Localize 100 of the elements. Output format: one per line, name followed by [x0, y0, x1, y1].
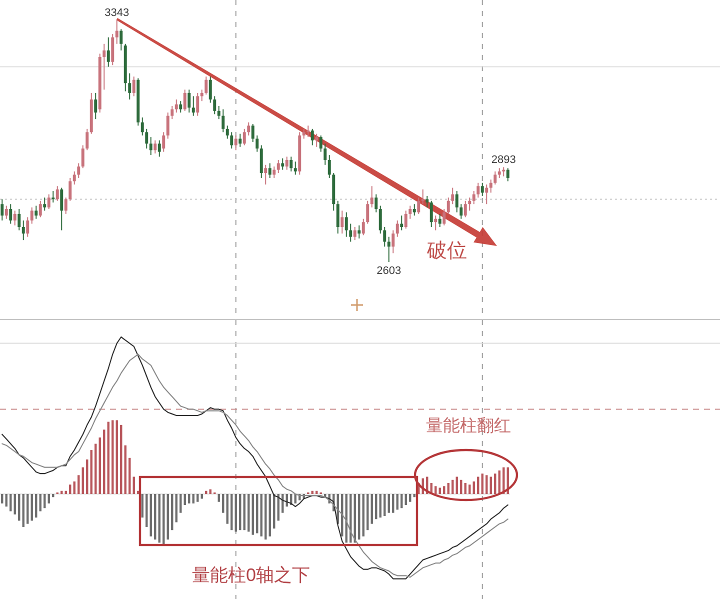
candlestick: [247, 122, 250, 136]
bar: [196, 494, 199, 502]
candlestick: [170, 106, 174, 120]
candlestick: [400, 215, 404, 231]
candlestick: [234, 134, 238, 151]
bar: [82, 467, 84, 494]
candlestick: [72, 170, 76, 185]
candlestick: [480, 182, 484, 196]
candlestick: [366, 200, 370, 224]
bar: [464, 483, 466, 494]
candlestick: [272, 166, 276, 178]
bar: [260, 494, 262, 536]
bar: [184, 494, 186, 505]
bar: [438, 488, 441, 494]
candlestick: [426, 195, 429, 208]
bar: [188, 494, 190, 504]
candlestick: [472, 190, 476, 205]
bar: [18, 494, 20, 521]
bar: [268, 494, 271, 536]
candlestick: [387, 236, 390, 262]
candlestick: [319, 134, 322, 152]
bar: [158, 494, 160, 543]
candlestick: [102, 43, 106, 90]
candlestick: [140, 116, 144, 136]
bar: [35, 494, 38, 518]
candlestick: [370, 186, 374, 208]
bar: [379, 494, 382, 518]
bar: [90, 450, 92, 494]
bar: [358, 494, 360, 540]
candlestick: [362, 218, 365, 236]
candlestick: [489, 179, 492, 194]
candlestick: [26, 216, 30, 238]
candlestick: [120, 28, 123, 51]
candlestick: [242, 128, 246, 146]
bar: [456, 476, 458, 494]
bar: [248, 494, 250, 532]
bar: [400, 494, 403, 508]
candlestick: [0, 198, 4, 221]
bar: [150, 494, 152, 536]
bar: [171, 494, 174, 530]
candlestick: [149, 136, 152, 156]
candlestick: [408, 205, 412, 220]
bar: [366, 494, 369, 530]
bar: [112, 420, 114, 494]
bar: [486, 475, 488, 494]
candlestick: [22, 220, 25, 241]
candlestick: [204, 76, 208, 96]
candlestick: [208, 76, 212, 104]
bar: [146, 494, 148, 527]
candlestick: [222, 108, 225, 133]
candlestick: [310, 128, 314, 146]
candlestick: [506, 168, 510, 182]
bar: [5, 494, 8, 507]
candlestick: [353, 226, 356, 241]
bar: [230, 494, 233, 530]
candlestick: [213, 96, 216, 115]
bar: [362, 494, 364, 536]
bar: [128, 458, 131, 494]
bar: [154, 494, 156, 540]
candlestick: [412, 204, 416, 216]
bar: [175, 494, 178, 522]
candlestick: [468, 197, 472, 212]
bar: [94, 444, 97, 494]
bar: [490, 476, 492, 494]
bar: [468, 484, 471, 494]
bar: [86, 459, 88, 494]
bar: [447, 483, 450, 494]
candlestick: [86, 128, 89, 151]
candlestick: [404, 210, 408, 230]
candlestick: [251, 123, 254, 142]
candlestick: [230, 132, 234, 150]
bar: [10, 494, 12, 512]
candlestick: [192, 96, 195, 116]
bar: [404, 494, 407, 505]
candlestick: [378, 205, 382, 234]
bar: [120, 424, 122, 494]
candlestick: [30, 206, 34, 224]
bar: [494, 474, 496, 494]
bar: [30, 494, 33, 521]
candlestick: [421, 188, 424, 205]
bar: [243, 494, 246, 530]
candlestick: [446, 197, 450, 214]
bar: [1, 494, 4, 504]
bar: [264, 494, 267, 540]
bar: [48, 494, 50, 504]
bar: [107, 422, 110, 494]
bar: [166, 494, 169, 540]
candlestick: [81, 144, 84, 169]
bar: [239, 494, 242, 530]
candlestick: [196, 92, 200, 116]
bar: [69, 484, 72, 494]
bar: [116, 420, 118, 494]
candlestick: [430, 200, 433, 228]
candlestick: [324, 143, 327, 166]
bar: [472, 481, 475, 494]
bar: [14, 494, 16, 514]
candlestick: [281, 158, 284, 170]
bar: [103, 430, 106, 494]
candlestick: [47, 194, 50, 210]
candlestick: [13, 210, 16, 226]
